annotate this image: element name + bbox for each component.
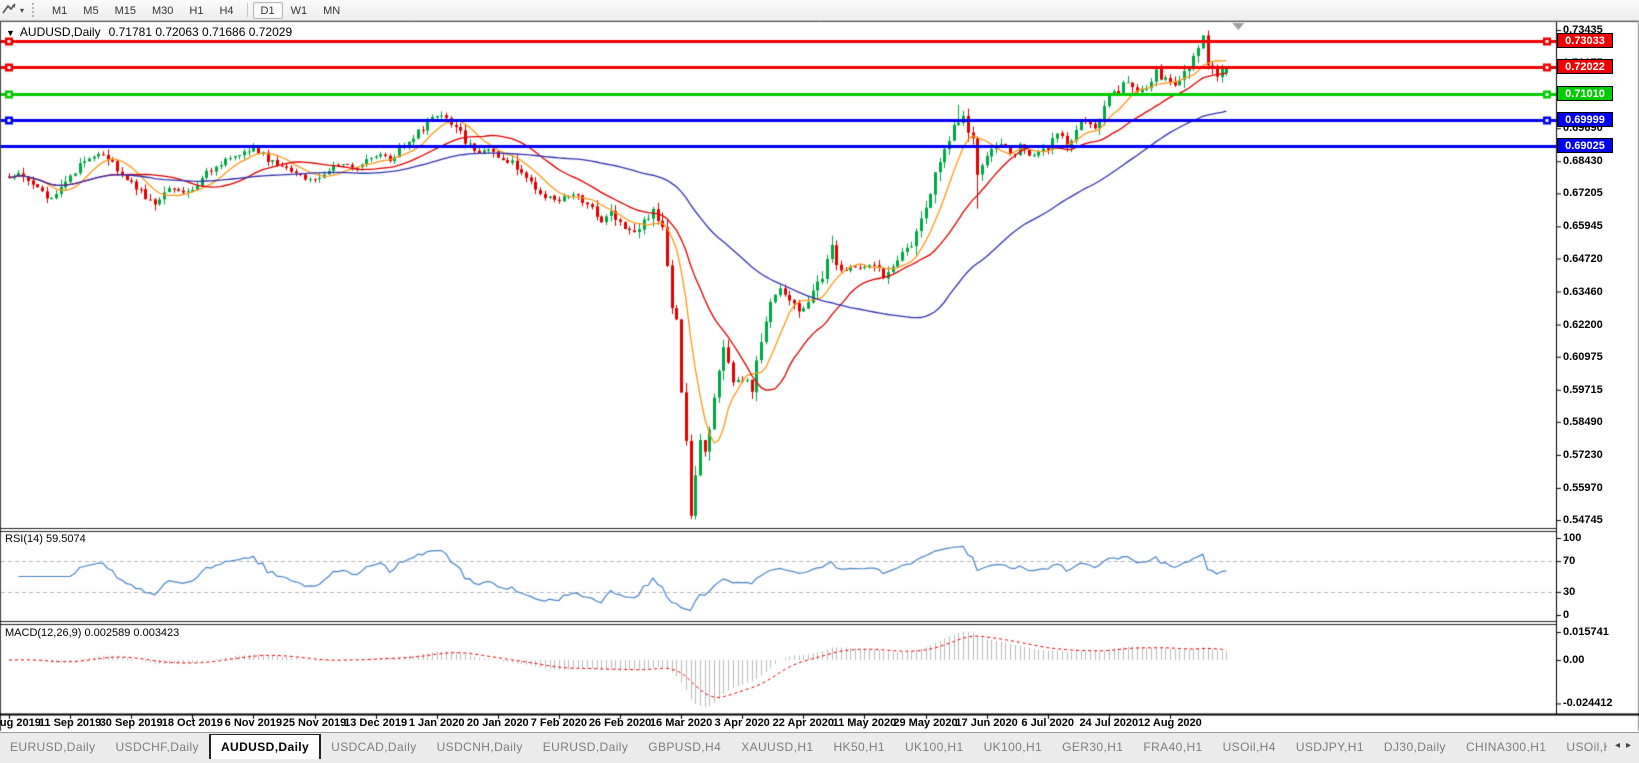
chart-tab-gbpusd-h4[interactable]: GBPUSD,H4	[648, 739, 722, 754]
date-tick-label: 6 Jul 2020	[1021, 717, 1074, 729]
chart-tab-fra40-h1[interactable]: FRA40,H1	[1143, 739, 1203, 754]
chart-tab-eurusd-daily[interactable]: EURUSD,Daily	[10, 739, 96, 754]
ohlc-values: 0.71781 0.72063 0.71686 0.72029	[108, 25, 293, 39]
chart-tabs: EURUSD,Daily USDCHF,Daily AUDUSD,Daily USDC…	[0, 734, 1607, 759]
price-tick-label: 0.58490	[1563, 415, 1603, 428]
symbol-period-label: AUDUSD,Daily	[19, 25, 101, 39]
chart-tab-usdcad-daily[interactable]: USDCAD,Daily	[331, 739, 417, 754]
price-level-badge[interactable]: 0.71010	[1557, 85, 1613, 101]
date-tick-label: 7 Feb 2020	[530, 717, 588, 729]
price-tick-label: 0.59715	[1563, 383, 1603, 396]
price-tick-label: 0.60975	[1563, 350, 1603, 363]
date-tick-label: 24 Jul 2020	[1079, 717, 1139, 729]
chart-tab-hk50-h1[interactable]: HK50,H1	[833, 739, 885, 754]
date-tick-label: 22 Apr 2020	[772, 717, 834, 729]
chart-tab-usoil-h1[interactable]: USOil,H1	[1566, 739, 1607, 754]
price-level-badge[interactable]: 0.72022	[1557, 59, 1613, 75]
price-tick-label: 0.57230	[1563, 448, 1603, 461]
price-tick-label: 0.63460	[1563, 285, 1603, 298]
chart-tab-usdjpy-h1[interactable]: USDJPY,H1	[1295, 739, 1364, 754]
date-tick-label: 29 May 2020	[893, 717, 958, 729]
chart-tab-dj30-daily[interactable]: DJ30,Daily	[1383, 739, 1446, 754]
date-tick-label: 3 Apr 2020	[714, 717, 770, 729]
date-tick-label: 18 Oct 2019	[161, 717, 223, 729]
chart-tab-usoil-h4[interactable]: USOil,H4	[1222, 739, 1276, 754]
date-tick-label: 25 Nov 2019	[282, 717, 347, 729]
price-tick-label: 0.54745	[1563, 514, 1603, 527]
rsi-indicator-label: RSI(14) 59.5074	[5, 533, 86, 545]
chart-tab-usdcnh-daily[interactable]: USDCNH,Daily	[436, 739, 523, 754]
chart-tab-bar: EURUSD,Daily USDCHF,Daily AUDUSD,Daily USDC…	[0, 732, 1639, 763]
macd-indicator-label: MACD(12,26,9) 0.002589 0.003423	[5, 627, 180, 639]
date-tick-label: 11 Sep 2019	[38, 717, 102, 729]
rsi-tick-label: 70	[1563, 555, 1576, 568]
price-tick-label: 0.68430	[1563, 155, 1603, 168]
price-level-badge[interactable]: 0.73033	[1557, 32, 1613, 48]
date-tick-label: 17 Jun 2020	[955, 717, 1018, 729]
chart-tab-xauusd-h1[interactable]: XAUUSD,H1	[741, 739, 814, 754]
price-tick-label: 0.62200	[1563, 318, 1603, 331]
date-tick-label: 26 Feb 2020	[588, 717, 652, 729]
chart-tab-uk100-h1[interactable]: UK100,H1	[983, 739, 1043, 754]
tab-scroll-left-icon[interactable]: ◂	[1614, 740, 1620, 751]
chart-title: ▼ AUDUSD,Daily 0.71781 0.72063 0.71686 0.7…	[6, 25, 292, 39]
tab-scroll-right-icon[interactable]: ▸	[1625, 740, 1631, 751]
date-tick-label: 11 May 2020	[832, 717, 897, 729]
price-tick-label: 0.55970	[1563, 481, 1603, 494]
rsi-tick-label: 100	[1563, 532, 1582, 544]
price-level-badge[interactable]: 0.69999	[1557, 112, 1613, 128]
chart-tab-china300-h1[interactable]: CHINA300,H1	[1465, 739, 1547, 754]
chart-tab-ger30-h1[interactable]: GER30,H1	[1062, 739, 1124, 754]
chart-tab-usdchf-daily[interactable]: USDCHF,Daily	[115, 739, 199, 754]
chart-tab-uk100-h1[interactable]: UK100,H1	[904, 739, 964, 754]
date-tick-label: 20 Jan 2020	[466, 717, 529, 729]
price-tick-label: 0.67205	[1563, 187, 1603, 200]
date-tick-label: 13 Dec 2019	[344, 717, 408, 729]
rsi-tick-label: 0	[1563, 609, 1570, 621]
price-level-badge[interactable]: 0.69025	[1557, 137, 1613, 153]
date-tick-label: 16 Mar 2020	[649, 717, 713, 729]
date-tick-label: 12 Aug 2020	[1137, 717, 1202, 729]
macd-tick-label: 0.015741	[1563, 625, 1609, 638]
date-tick-label: 30 Sep 2019	[99, 717, 163, 729]
chart-tab-audusd-daily[interactable]: AUDUSD,Daily	[208, 734, 322, 759]
date-tick-label: 1 Jan 2020	[408, 717, 465, 729]
macd-tick-label: 0.00	[1563, 654, 1585, 666]
symbol-dropdown-icon[interactable]: ▼	[6, 28, 15, 38]
price-tick-label: 0.64720	[1563, 252, 1603, 265]
date-tick-label: 6 Nov 2019	[224, 717, 283, 729]
macd-tick-label: -0.024412	[1563, 697, 1613, 710]
date-tick-label: 23 Aug 2019	[0, 717, 41, 729]
rsi-tick-label: 30	[1563, 585, 1576, 598]
chart-tab-eurusd-daily[interactable]: EURUSD,Daily	[542, 739, 629, 754]
price-tick-label: 0.65945	[1563, 220, 1603, 233]
tab-scroll-buttons: ◂ ▸	[1607, 733, 1639, 758]
